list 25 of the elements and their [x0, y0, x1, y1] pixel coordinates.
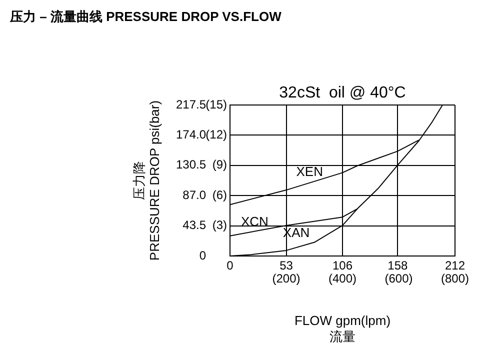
x2-tick-label: (400) [328, 271, 357, 286]
y2-tick-label: (9) [212, 158, 227, 172]
x2-tick-label: (800) [440, 271, 470, 286]
x-tick-label: 212 [444, 258, 466, 273]
y-tick-label: 43.5 [182, 218, 206, 232]
y-tick-label: 87.0 [182, 188, 206, 202]
y-axis-title: 压力降 PRESSURE DROP psi(bar) [131, 100, 162, 261]
x2-tick-label: (200) [272, 271, 300, 286]
y-tick-label: 217.5 [176, 97, 206, 112]
y2-tick-label: (15) [206, 97, 227, 112]
y-tick-label: 130.5 [176, 158, 206, 172]
y-tick-label: 174.0 [176, 128, 206, 142]
y2-tick-label: (3) [212, 218, 227, 232]
chart-title: 压力 – 流量曲线 PRESSURE DROP VS.FLOW [9, 9, 282, 24]
x-axis-title: FLOW gpm(lpm) 流量 [294, 313, 391, 344]
chart-subtitle: 32cSt oil @ 40°C [279, 84, 406, 102]
x2-tick-label: (600) [384, 271, 413, 286]
y2-tick-label: (6) [212, 188, 227, 202]
y2-tick-label: (12) [206, 128, 227, 142]
x-tick-label: 158 [388, 258, 408, 273]
series-label: XEN [296, 164, 323, 180]
x-tick-label: 0 [226, 258, 234, 273]
x-tick-label: 106 [332, 258, 353, 273]
y-tick-label: 0 [199, 248, 206, 262]
x-tick-label: 53 [280, 258, 294, 273]
